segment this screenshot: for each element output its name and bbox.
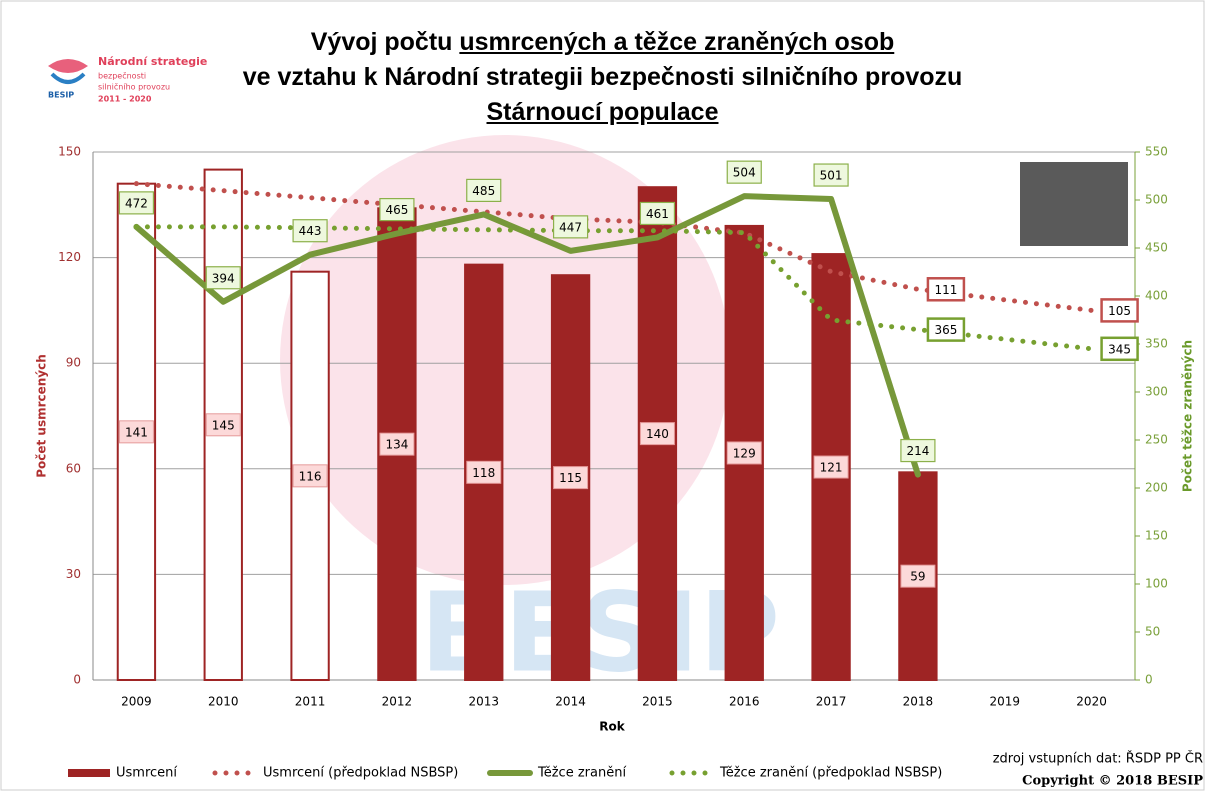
legend-label: Usmrcení (předpoklad NSBSP) — [263, 766, 458, 781]
x-tick-label: 2014 — [555, 695, 586, 709]
forecast-label: 111 — [934, 283, 957, 297]
x-tick-label: 2010 — [208, 695, 239, 709]
forecast-label: 345 — [1108, 342, 1131, 356]
copyright: Copyright © 2018 BESIP — [1022, 774, 1203, 789]
y-tick-label: 120 — [58, 250, 81, 264]
y2-tick-label: 100 — [1145, 577, 1168, 591]
x-tick-label: 2011 — [295, 695, 326, 709]
y2-tick-label: 550 — [1145, 145, 1168, 159]
y2-axis-title: Počet těžce zraněných — [1181, 340, 1195, 492]
title-part: usmrcených a těžce zraněných osob — [459, 28, 894, 56]
y2-tick-label: 300 — [1145, 385, 1168, 399]
x-tick-label: 2015 — [642, 695, 673, 709]
bar-label: 115 — [559, 471, 582, 485]
y2-tick-label: 0 — [1145, 673, 1153, 687]
legend-label: Těžce zranění — [537, 766, 626, 781]
line-label: 447 — [559, 220, 582, 234]
y-tick-label: 30 — [66, 567, 81, 581]
line-label: 485 — [472, 184, 495, 198]
x-tick-label: 2012 — [382, 695, 413, 709]
y2-tick-label: 400 — [1145, 289, 1168, 303]
x-tick-label: 2009 — [121, 695, 152, 709]
line-label: 504 — [733, 166, 756, 180]
x-tick-label: 2020 — [1076, 695, 1107, 709]
line-label: 465 — [385, 203, 408, 217]
y2-tick-label: 200 — [1145, 481, 1168, 495]
legend-label: Těžce zranění (předpoklad NSBSP) — [719, 766, 942, 781]
legend-label: Usmrcení — [116, 766, 177, 781]
chart-subtitle: Stárnoucí populace — [0, 98, 1205, 127]
bar-label: 134 — [385, 438, 408, 452]
bar-label: 121 — [820, 461, 843, 475]
y2-tick-label: 250 — [1145, 433, 1168, 447]
bar-label: 116 — [299, 469, 322, 483]
bar-label: 59 — [910, 570, 925, 584]
photo — [1020, 162, 1128, 246]
legend-swatch — [68, 769, 110, 777]
y2-tick-label: 500 — [1145, 193, 1168, 207]
title-part: Vývoj počtu — [311, 28, 453, 56]
line-label: 461 — [646, 207, 669, 221]
line-label: 501 — [820, 169, 843, 183]
line-label: 394 — [212, 271, 235, 285]
y-tick-label: 60 — [66, 461, 81, 475]
y2-tick-label: 450 — [1145, 241, 1168, 255]
bar-label: 129 — [733, 446, 756, 460]
line-label: 214 — [906, 444, 929, 458]
x-tick-label: 2016 — [729, 695, 760, 709]
source: zdroj vstupních dat: ŘSDP PP ČR — [993, 751, 1203, 767]
y-tick-label: 90 — [66, 356, 81, 370]
line-label: 443 — [299, 224, 322, 238]
forecast-label: 105 — [1108, 304, 1131, 318]
y2-tick-label: 150 — [1145, 529, 1168, 543]
bar-label: 118 — [472, 466, 495, 480]
chart-title: ve vztahu k Národní strategii bezpečnost… — [0, 63, 1205, 92]
y-tick-label: 0 — [73, 673, 81, 687]
x-tick-label: 2013 — [468, 695, 499, 709]
bar-label: 141 — [125, 425, 148, 439]
bar-label: 140 — [646, 427, 669, 441]
x-axis-title: Rok — [599, 720, 625, 734]
y2-tick-label: 50 — [1145, 625, 1160, 639]
x-tick-label: 2018 — [903, 695, 934, 709]
forecast-label: 365 — [934, 323, 957, 337]
chart-title: Vývoj počtu usmrcených a těžce zraněných… — [0, 28, 1205, 57]
bar-label: 145 — [212, 418, 235, 432]
page: BESIP BESIP Národní strategie bezpečnost… — [0, 0, 1205, 791]
y-tick-label: 150 — [58, 145, 81, 159]
line-label: 472 — [125, 196, 148, 210]
y-axis-title: Počet usmrcených — [35, 354, 49, 478]
y2-tick-label: 350 — [1145, 337, 1168, 351]
x-tick-label: 2017 — [816, 695, 847, 709]
x-tick-label: 2019 — [989, 695, 1020, 709]
